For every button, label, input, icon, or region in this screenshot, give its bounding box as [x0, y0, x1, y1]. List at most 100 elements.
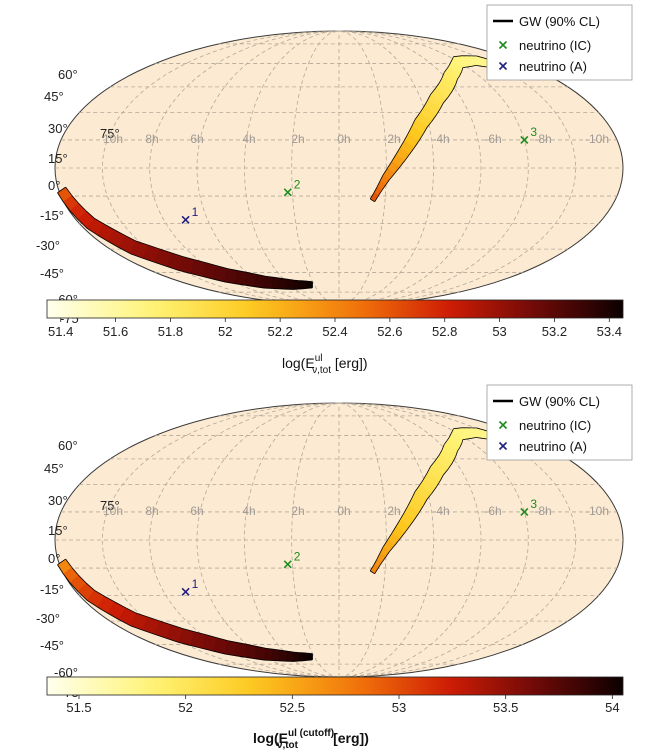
- dec-tick-label: 60°: [58, 67, 78, 82]
- legend-a-marker: [498, 441, 508, 451]
- ra-tick-label: 4h: [242, 132, 255, 146]
- panel-2: 75°60°45°30°15°0°-15°-30°-45°-60°-75°10h…: [36, 384, 633, 751]
- colorbar-tick-label: 51.5: [66, 700, 91, 715]
- neutrino-label: 1: [192, 205, 199, 219]
- gw-cell: [278, 278, 288, 289]
- ra-tick-label: -2h: [383, 132, 400, 146]
- colorbar-tick-label: 52.6: [377, 324, 402, 339]
- ra-tick-label: 2h: [291, 504, 304, 518]
- dec-tick-label: 0°: [48, 551, 60, 566]
- gw-region-south: [57, 558, 313, 662]
- ra-tick-label: 4h: [242, 504, 255, 518]
- colorbar-tick-label: 52.4: [322, 324, 347, 339]
- ra-tick-label: -4h: [432, 132, 449, 146]
- ra-tick-label: -10h: [585, 504, 609, 518]
- gw-cell: [254, 646, 266, 660]
- grid-meridian: [338, 402, 387, 678]
- colorbar-tick-label: 51.6: [103, 324, 128, 339]
- ra-tick-label: 8h: [145, 132, 158, 146]
- neutrino-marker: [283, 560, 292, 569]
- neutrino-marker: [181, 587, 190, 596]
- colorbar-tick-label: 51.8: [158, 324, 183, 339]
- colorbar-tick-label: 53: [492, 324, 506, 339]
- sky-grid: [55, 402, 623, 678]
- colorbar-tick-label: 51.4: [48, 324, 73, 339]
- dec-tick-label: -30°: [36, 611, 60, 626]
- gw-cell: [302, 653, 308, 661]
- gw-cell: [297, 280, 303, 289]
- gw-cell: [254, 274, 266, 288]
- dec-tick-label: 75°: [100, 126, 120, 141]
- gw-cell: [297, 652, 303, 661]
- colorbar-label-sup: ul: [315, 353, 323, 364]
- ra-tick-label: -8h: [534, 132, 551, 146]
- gw-cell: [271, 277, 281, 289]
- colorbar-label-sub: ν,tot: [277, 740, 299, 751]
- gw-cell: [285, 279, 295, 290]
- colorbar-label: log(Eul (cutoff) ν,tot [erg]): [253, 728, 369, 751]
- legend-gw-label: GW (90% CL): [519, 14, 600, 29]
- colorbar: 51.5 52 52.5 53 53.5 54 log(Eul (cutoff) ν,tot …: [46, 676, 624, 751]
- colorbar-label-sup: ul (cutoff): [288, 728, 334, 739]
- dec-tick-label: -15°: [40, 582, 64, 597]
- dec-tick-label: 60°: [58, 438, 78, 453]
- ra-tick-label: -2h: [383, 504, 400, 518]
- ra-tick-label: -10h: [585, 132, 609, 146]
- dec-tick-label: 15°: [48, 523, 68, 538]
- dec-tick-label: -60°: [54, 665, 78, 680]
- colorbar-gradient: [46, 299, 624, 319]
- colorbar-tick-label: 52: [178, 700, 192, 715]
- colorbar-label-main: log(E: [253, 730, 288, 746]
- dec-tick-label: -45°: [40, 266, 64, 281]
- colorbar-tick-label: 53.2: [542, 324, 567, 339]
- legend-ic-label: neutrino (IC): [519, 418, 591, 433]
- ra-tick-label: 10h: [103, 504, 123, 518]
- neutrino-marker: [520, 135, 529, 145]
- legend: GW (90% CL) neutrino (IC) neutrino (A): [486, 384, 633, 461]
- ra-tick-label: -8h: [534, 504, 551, 518]
- colorbar-tick-label: 52.8: [432, 324, 457, 339]
- gw-cell: [293, 280, 299, 290]
- neutrino-marker: [520, 507, 529, 517]
- colorbar-label: log(Eul ν,tot [erg]): [282, 353, 368, 376]
- ra-tick-label: 0h: [337, 504, 350, 518]
- neutrino-label: 3: [530, 125, 537, 139]
- gw-cell: [370, 192, 379, 202]
- ra-tick-label: 2h: [291, 132, 304, 146]
- dec-tick-label: 45°: [44, 89, 64, 104]
- grid-meridian: [291, 30, 340, 306]
- legend-box: [486, 384, 633, 461]
- ra-tick-label: 8h: [145, 504, 158, 518]
- dec-tick-label: 15°: [48, 151, 68, 166]
- legend-gw-label: GW (90% CL): [519, 394, 600, 409]
- colorbar-label-sub: ν,tot: [312, 365, 331, 376]
- gw-cell: [307, 281, 313, 289]
- neutrino-marker: [283, 188, 292, 197]
- legend: GW (90% CL) neutrino (IC) neutrino (A): [486, 4, 633, 81]
- gw-cell: [307, 653, 313, 661]
- neutrino-label: 1: [192, 577, 199, 591]
- ra-tick-label: -6h: [484, 504, 501, 518]
- neutrino-label: 2: [294, 177, 301, 191]
- colorbar-label-tail: [erg]): [329, 730, 369, 746]
- dec-tick-label: 30°: [48, 121, 68, 136]
- colorbar-tick-label: 52: [218, 324, 232, 339]
- ra-tick-label: 10h: [103, 132, 123, 146]
- dec-tick-label: 75°: [100, 498, 120, 513]
- dec-tick-label: 0°: [48, 178, 60, 193]
- gw-region-south: [57, 186, 313, 290]
- ra-tick-label: -4h: [432, 504, 449, 518]
- colorbar-label-tail: [erg]): [331, 355, 368, 371]
- grid-meridian: [338, 30, 387, 306]
- colorbar-gradient: [46, 676, 624, 696]
- legend-a-label: neutrino (A): [519, 59, 587, 74]
- gw-cell: [263, 648, 274, 661]
- colorbar: 51.4 51.6 51.8 52 52.2 52.4 52.6 52.8 53 53.2 53.4…: [46, 299, 624, 376]
- neutrino-label: 3: [530, 497, 537, 511]
- gw-cell: [293, 652, 299, 662]
- ra-tick-label: 6h: [190, 132, 203, 146]
- legend-box: [486, 4, 633, 81]
- gw-cell: [285, 651, 295, 662]
- panel-1: 75°60°45°30°15°0°-15°-30°-45°-60°-75°10h…: [36, 4, 633, 376]
